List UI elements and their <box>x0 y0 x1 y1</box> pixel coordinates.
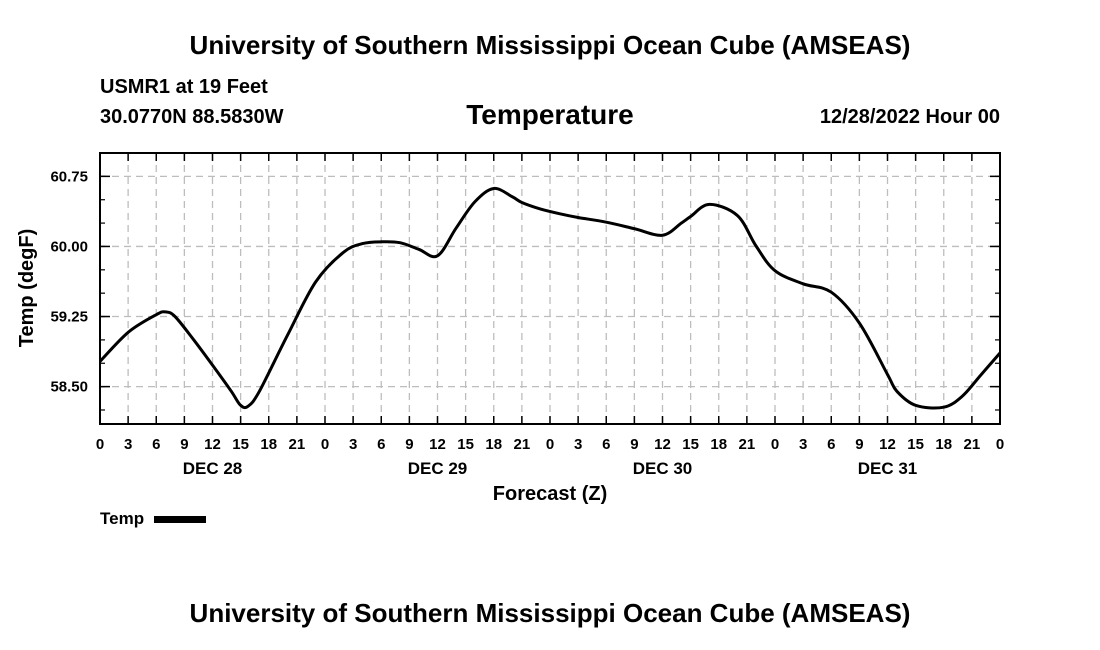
x-tick-label: 12 <box>654 436 671 453</box>
x-tick-label: 15 <box>232 436 249 453</box>
y-tick-label: 58.50 <box>50 379 88 396</box>
x-tick-label: 0 <box>546 436 554 453</box>
x-tick-label: 9 <box>855 436 863 453</box>
legend-line-swatch <box>154 515 207 523</box>
y-axis-label: Temp (degF) <box>16 229 38 348</box>
x-tick-label: 0 <box>996 436 1004 453</box>
x-tick-label: 9 <box>630 436 638 453</box>
y-tick-label: 59.25 <box>50 309 88 326</box>
x-tick-label: 6 <box>827 436 835 453</box>
chart-title: Temperature <box>466 99 634 130</box>
x-tick-label: 18 <box>260 436 277 453</box>
day-label: DEC 31 <box>858 459 918 478</box>
x-tick-label: 3 <box>124 436 132 453</box>
x-tick-label: 6 <box>152 436 160 453</box>
x-tick-label: 3 <box>349 436 357 453</box>
x-tick-label: 12 <box>204 436 221 453</box>
x-tick-label: 3 <box>574 436 582 453</box>
x-tick-label: 18 <box>935 436 952 453</box>
x-tick-label: 15 <box>907 436 924 453</box>
legend: Temp <box>100 509 207 529</box>
y-tick-label: 60.00 <box>50 238 88 255</box>
day-label: DEC 29 <box>408 459 468 478</box>
temp-series-line <box>98 186 1002 410</box>
x-tick-label: 0 <box>96 436 104 453</box>
x-tick-label: 15 <box>682 436 699 453</box>
x-axis-label: Forecast (Z) <box>493 483 607 505</box>
x-tick-label: 21 <box>739 436 756 453</box>
x-tick-label: 18 <box>485 436 502 453</box>
station-name: USMR1 at 19 Feet <box>100 76 268 98</box>
day-label: DEC 28 <box>183 459 243 478</box>
legend-label: Temp <box>100 509 145 528</box>
x-tick-label: 12 <box>879 436 896 453</box>
x-tick-label: 9 <box>180 436 188 453</box>
station-coordinates: 30.0770N 88.5830W <box>100 106 284 128</box>
top-title: University of Southern Mississippi Ocean… <box>189 30 911 60</box>
bottom-title: University of Southern Mississippi Ocean… <box>189 598 911 628</box>
x-tick-label: 12 <box>429 436 446 453</box>
x-tick-label: 0 <box>321 436 329 453</box>
x-tick-label: 18 <box>710 436 727 453</box>
day-label: DEC 30 <box>633 459 693 478</box>
x-tick-label: 3 <box>799 436 807 453</box>
x-tick-label: 21 <box>964 436 981 453</box>
x-tick-label: 9 <box>405 436 413 453</box>
y-tick-label: 60.75 <box>50 168 88 185</box>
x-tick-label: 6 <box>602 436 610 453</box>
run-date: 12/28/2022 Hour 00 <box>819 106 1000 128</box>
x-tick-label: 21 <box>514 436 531 453</box>
x-tick-label: 0 <box>771 436 779 453</box>
x-tick-label: 15 <box>457 436 474 453</box>
x-tick-label: 21 <box>289 436 306 453</box>
x-tick-label: 6 <box>377 436 385 453</box>
